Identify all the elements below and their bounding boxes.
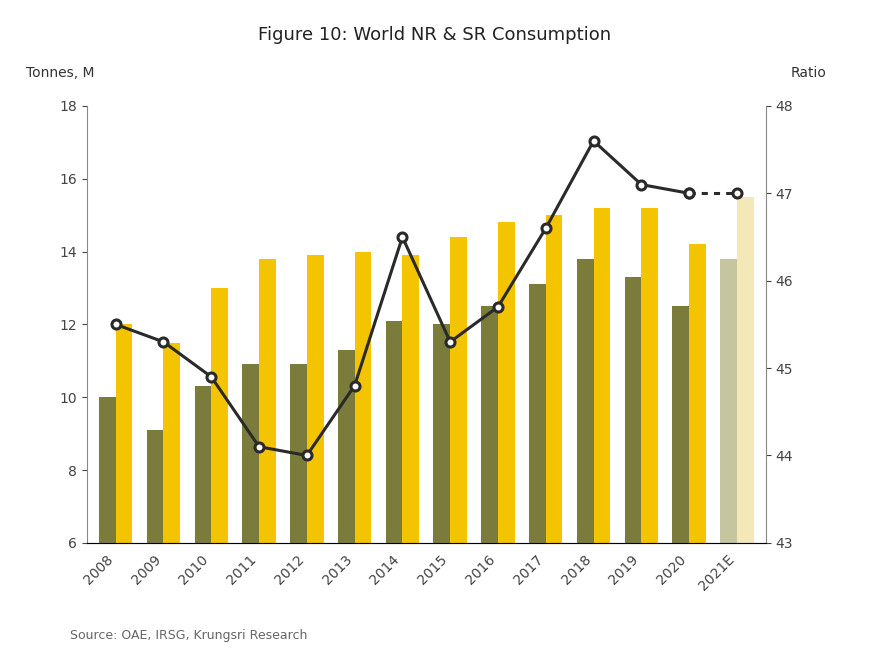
Bar	[672, 306, 688, 543]
Text: Figure 10: World NR & SR Consumption: Figure 10: World NR & SR Consumption	[258, 26, 611, 44]
Bar	[576, 259, 593, 543]
Bar	[402, 255, 419, 543]
Bar	[545, 215, 562, 543]
Text: Source: OAE, IRSG, Krungsri Research: Source: OAE, IRSG, Krungsri Research	[70, 629, 307, 642]
Bar	[640, 208, 657, 543]
Bar	[593, 208, 609, 543]
Bar	[242, 364, 259, 543]
Bar	[497, 222, 514, 543]
Bar	[211, 288, 228, 543]
Text: Tonnes, M: Tonnes, M	[26, 66, 95, 79]
Bar	[289, 364, 307, 543]
Bar	[195, 386, 211, 543]
Bar	[449, 237, 467, 543]
Bar	[688, 244, 705, 543]
Bar	[147, 430, 163, 543]
Bar	[720, 259, 736, 543]
Bar	[163, 343, 180, 543]
Bar	[307, 255, 323, 543]
Bar	[736, 197, 753, 543]
Text: Ratio: Ratio	[790, 66, 826, 79]
Bar	[433, 324, 449, 543]
Bar	[116, 324, 132, 543]
Bar	[355, 252, 371, 543]
Bar	[385, 321, 402, 543]
Bar	[259, 259, 275, 543]
Bar	[624, 277, 640, 543]
Bar	[481, 306, 497, 543]
Bar	[528, 284, 545, 543]
Bar	[337, 350, 355, 543]
Bar	[99, 397, 116, 543]
